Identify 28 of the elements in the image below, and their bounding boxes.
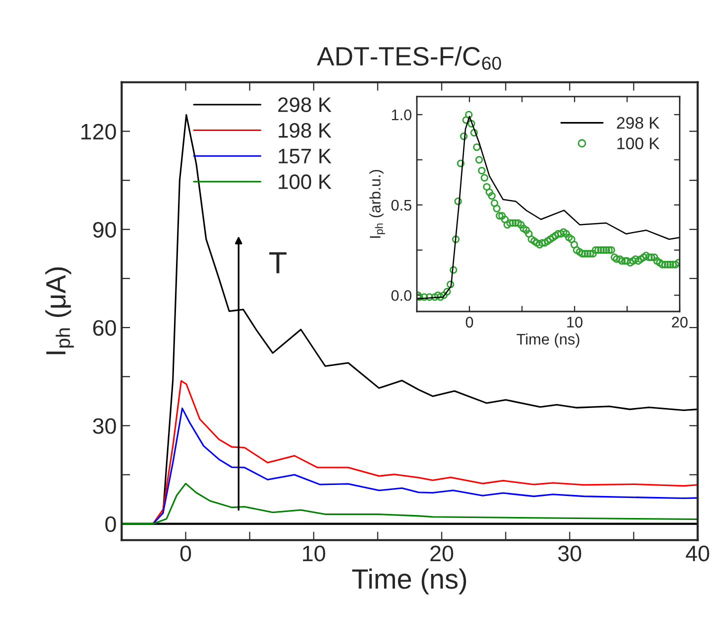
x-axis-title: Time (ns) bbox=[516, 333, 580, 348]
x-axis-title: Time (ns) bbox=[352, 568, 466, 594]
y-tick-label: 90 bbox=[93, 222, 116, 238]
y-axis-title: I$_{ph}$ (μA) bbox=[45, 267, 74, 354]
legend-label: 157 K bbox=[278, 148, 332, 164]
legend-label: 100 K bbox=[617, 138, 660, 150]
x-tick-label: 10 bbox=[303, 546, 326, 562]
legend-label: 298 K bbox=[278, 97, 332, 112]
y-tick-label: 0 bbox=[105, 516, 116, 532]
legend-label: 198 K bbox=[278, 123, 332, 138]
annotation: T bbox=[269, 252, 287, 274]
x-tick-label: 30 bbox=[558, 546, 582, 562]
chart-title: ADT-TES-F/C$_{60}$ bbox=[316, 46, 502, 70]
x-tick-label: 20 bbox=[672, 316, 688, 328]
y-tick-label: 0.5 bbox=[391, 200, 412, 211]
y-tick-label: 1.0 bbox=[392, 109, 412, 120]
y-tick-label: 0.0 bbox=[391, 290, 412, 301]
x-tick-label: 0 bbox=[466, 316, 474, 328]
x-tick-label: 40 bbox=[686, 546, 710, 562]
x-tick-label: 0 bbox=[180, 546, 191, 562]
legend-label: 298 K bbox=[616, 117, 660, 129]
y-tick-label: 60 bbox=[93, 320, 116, 336]
x-tick-label: 20 bbox=[430, 546, 454, 562]
y-tick-label: 120 bbox=[81, 124, 116, 140]
x-tick-label: 10 bbox=[567, 316, 582, 328]
y-axis-title: I$_{ph}$ (arb.u.) bbox=[369, 170, 386, 238]
y-tick-label: 30 bbox=[92, 418, 116, 434]
legend-label: 100 K bbox=[278, 174, 332, 190]
